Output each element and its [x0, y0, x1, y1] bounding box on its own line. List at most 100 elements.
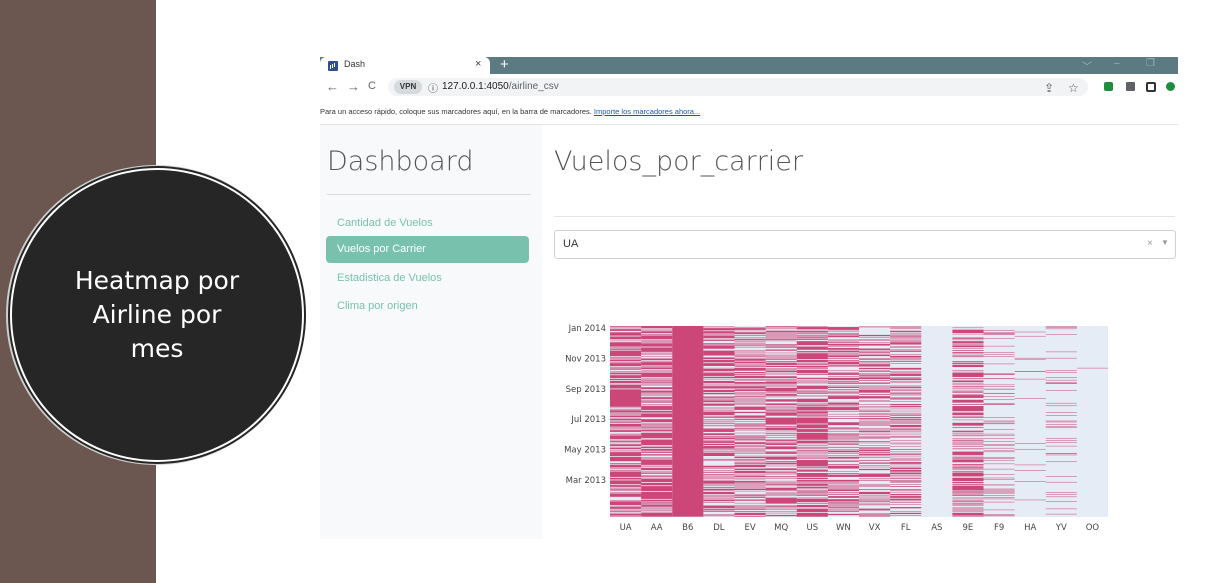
- heatmap-cell: [952, 333, 984, 335]
- new-tab-icon[interactable]: +: [500, 56, 509, 73]
- site-info-icon[interactable]: ⓘ: [428, 84, 438, 95]
- heatmap-cell: [641, 491, 673, 499]
- heatmap-cell: [859, 420, 891, 422]
- heatmap-cell: [952, 329, 984, 334]
- heatmap-cell: [983, 384, 1015, 386]
- heatmap-cell: [641, 356, 673, 357]
- heatmap-cell: [641, 512, 673, 517]
- heatmap-cell: [890, 413, 922, 415]
- heatmap-cell: [952, 364, 984, 368]
- heatmap-cell: [765, 494, 797, 495]
- tab-title: Dash: [344, 59, 366, 69]
- tab-search-icon[interactable]: ﹀: [1082, 62, 1092, 73]
- heatmap-cell: [952, 399, 984, 403]
- heatmap-cell: [641, 472, 673, 473]
- heatmap-cell: [952, 451, 984, 455]
- heatmap-cell: [890, 457, 922, 459]
- heatmap-cell: [890, 422, 922, 423]
- heatmap-cell: [641, 422, 673, 424]
- heatmap-cell: [641, 352, 673, 354]
- heatmap-cell: [641, 331, 673, 334]
- import-bookmarks-link[interactable]: Importe los marcadores ahora...: [593, 107, 701, 116]
- heatmap-cell: [703, 396, 735, 397]
- heatmap-cell: [859, 379, 891, 381]
- chevron-down-icon[interactable]: ▼: [1161, 238, 1169, 247]
- x-tick-label: HA: [1024, 523, 1036, 533]
- heatmap-cell: [610, 329, 642, 331]
- heatmap-cell: [703, 429, 735, 432]
- heatmap-cell: [765, 352, 797, 354]
- minimize-icon[interactable]: –: [1114, 58, 1120, 69]
- heatmap-cell: [859, 407, 891, 409]
- carrier-dropdown[interactable]: UA × ▼: [554, 230, 1176, 259]
- heatmap-cell: [827, 422, 860, 426]
- heatmap-cell: [827, 456, 860, 459]
- vpn-badge[interactable]: VPN: [394, 80, 422, 94]
- heatmap-cell: [703, 335, 735, 339]
- heatmap-cell: [983, 338, 1015, 339]
- extension-shield-icon[interactable]: [1104, 82, 1113, 91]
- heatmap-cell: [796, 346, 828, 350]
- heatmap-cell: [734, 429, 766, 431]
- heatmap-cell: [641, 507, 673, 509]
- heatmap-cell: [983, 333, 1015, 335]
- heatmap-cell: [827, 418, 860, 419]
- bookmark-star-icon[interactable]: ☆: [1068, 81, 1079, 95]
- heatmap-cell: [796, 374, 828, 375]
- heatmap-cell: [952, 419, 984, 421]
- heatmap-cell: [734, 394, 766, 396]
- heatmap-cell: [952, 438, 984, 440]
- sidebar-item-cantidad-de-vuelos[interactable]: Cantidad de Vuelos: [337, 217, 433, 229]
- heatmap-cell: [765, 392, 797, 394]
- heatmap-cell: [610, 380, 642, 384]
- share-icon[interactable]: ⇪: [1044, 81, 1055, 95]
- heatmap-cell: [734, 456, 766, 459]
- sidebar-item-clima-por-origen[interactable]: Clima por origen: [337, 300, 418, 312]
- back-icon[interactable]: ←: [326, 79, 339, 94]
- sidebar-item-estadistica-de-vuelos[interactable]: Estadistica de Vuelos: [337, 272, 442, 284]
- heatmap-cell: [827, 347, 860, 350]
- heatmap-cell: [859, 358, 891, 360]
- heatmap-cell: [890, 371, 922, 373]
- heatmap-cell: [983, 373, 1015, 374]
- sidebar-item-vuelos-por-carrier[interactable]: Vuelos por Carrier: [326, 236, 529, 263]
- restore-icon[interactable]: ❐: [1146, 58, 1155, 69]
- heatmap-cell: [827, 444, 860, 446]
- heatmap-cell: [796, 440, 828, 444]
- heatmap-cell: [983, 488, 1015, 490]
- extensions-puzzle-icon[interactable]: [1126, 82, 1135, 91]
- heatmap-cell: [827, 343, 860, 346]
- heatmap-cell: [610, 433, 642, 435]
- security-check-icon[interactable]: [1166, 82, 1175, 91]
- heatmap-cell: [765, 485, 797, 487]
- heatmap-cell: [641, 369, 673, 371]
- heatmap-cell: [890, 410, 922, 412]
- browser-tab[interactable]: Dash ×: [320, 57, 490, 74]
- url-field[interactable]: VPN ⓘ 127.0.0.1:4050/airline_csv ⇪ ☆: [388, 78, 1088, 96]
- heatmap-cell: [890, 512, 922, 515]
- side-panel-icon[interactable]: [1146, 82, 1156, 92]
- heatmap-cell: [641, 377, 673, 379]
- heatmap-cell: [641, 486, 673, 492]
- heatmap-cell: [610, 421, 642, 422]
- reload-icon[interactable]: C: [368, 80, 376, 92]
- heatmap-cell: [703, 475, 735, 477]
- heatmap-cell: [859, 334, 891, 337]
- heatmap-cell: [734, 361, 766, 364]
- heatmap-cell: [859, 388, 891, 390]
- heatmap-cell: [952, 350, 984, 351]
- heatmap-cell: [703, 420, 735, 422]
- clear-icon[interactable]: ×: [1147, 238, 1153, 249]
- heatmap-cell: [796, 364, 828, 365]
- heatmap-cell: [610, 363, 642, 366]
- heatmap-cell: [610, 366, 642, 368]
- x-tick-label: OO: [1086, 523, 1100, 533]
- forward-icon[interactable]: →: [347, 79, 360, 94]
- heatmap-cell: [1045, 508, 1077, 510]
- heatmap-cell: [827, 339, 860, 341]
- heatmap-cell: [641, 341, 673, 342]
- heatmap-cell: [765, 434, 797, 436]
- tab-close-icon[interactable]: ×: [475, 58, 482, 70]
- heatmap-cell: [703, 368, 735, 372]
- heatmap-cell: [641, 478, 673, 483]
